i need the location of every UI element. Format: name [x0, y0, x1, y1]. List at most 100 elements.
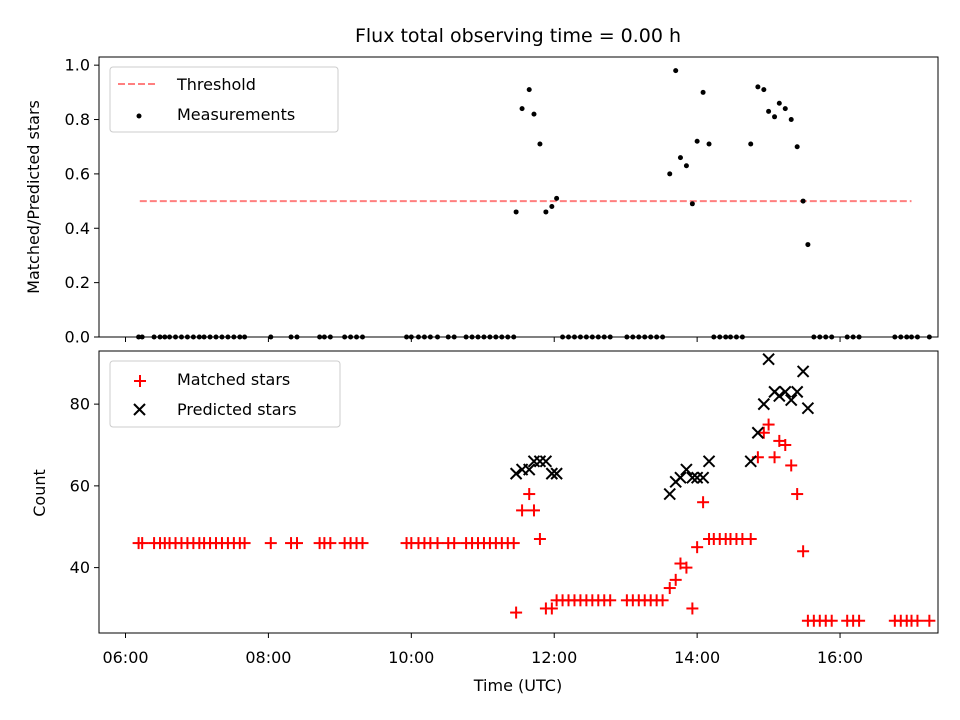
top-y-ticks: 0.0 0.2 0.4 0.6 0.8 1.0	[65, 56, 99, 347]
measurement-point	[543, 209, 549, 215]
measurement-point	[772, 114, 778, 120]
matched-star-point	[691, 541, 704, 554]
measurement-point	[761, 87, 767, 93]
top-y-tick-label: 0.6	[65, 164, 90, 183]
bottom-x-tick-label: 14:00	[674, 648, 720, 667]
legend-matched-label: Matched stars	[177, 370, 290, 389]
matched-star-point	[545, 602, 558, 615]
matched-star-point	[911, 614, 924, 627]
measurement-point	[766, 108, 772, 114]
matched-star-point	[779, 439, 792, 451]
matched-star-point	[523, 488, 536, 501]
predicted-star-point	[801, 402, 815, 415]
bottom-y-ticks: 40 60 80	[70, 395, 99, 577]
bottom-y-axis-label: Count	[30, 469, 49, 517]
matched-star-point	[507, 537, 520, 550]
bottom-y-tick-label: 80	[70, 395, 90, 414]
measurement-point	[755, 84, 761, 90]
bottom-x-tick-label: 06:00	[102, 648, 148, 667]
matched-star-point	[510, 606, 523, 619]
measurement-point	[689, 201, 695, 207]
bottom-x-ticks: 06:00 08:00 10:00 12:00 14:00 16:00	[102, 633, 863, 667]
legend-matched-swatch	[134, 375, 146, 387]
matched-star-point	[238, 537, 251, 550]
measurement-point	[537, 141, 543, 147]
measurement-point	[776, 100, 782, 106]
predicted-star-point	[751, 426, 765, 439]
measurement-point	[694, 138, 700, 144]
bottom-x-tick-label: 08:00	[245, 648, 291, 667]
matched-star-point	[923, 614, 936, 627]
x-axis-label: Time (UTC)	[473, 676, 562, 695]
matched-star-point	[136, 537, 149, 550]
predicted-star-point	[757, 397, 771, 411]
measurement-point	[549, 204, 555, 210]
matched-star-point	[604, 594, 617, 607]
matched-star-point	[825, 614, 838, 627]
predicted-star-point	[773, 389, 786, 403]
predicted-star-point	[790, 385, 804, 399]
measurement-point	[700, 89, 706, 95]
predicted-star-point	[744, 455, 757, 468]
matched-star-point	[785, 459, 798, 472]
legend-predicted-swatch	[133, 403, 146, 416]
top-legend-box	[109, 66, 339, 133]
matched-star-point	[757, 426, 770, 439]
predicted-star-point	[663, 487, 676, 501]
predicted-star-point	[796, 365, 810, 378]
top-y-tick-label: 0.8	[65, 110, 90, 129]
bottom-x-tick-label: 12:00	[531, 648, 577, 667]
matched-star-point	[669, 573, 682, 586]
top-y-tick-label: 1.0	[65, 56, 90, 75]
measurement-point	[519, 106, 525, 112]
measurement-point	[683, 163, 689, 169]
legend-threshold-label: Threshold	[176, 75, 256, 94]
top-y-tick-label: 0.2	[65, 273, 90, 292]
bottom-y-tick-label: 40	[70, 558, 90, 577]
predicted-star-point	[686, 471, 699, 484]
measurement-point	[794, 144, 800, 150]
matched-star-point	[768, 451, 781, 464]
measurement-point	[554, 195, 560, 201]
matched-star-point	[516, 504, 529, 517]
measurement-point	[748, 141, 754, 147]
measurement-point	[667, 171, 673, 177]
measurement-point	[513, 209, 519, 215]
measurement-point	[526, 87, 532, 93]
matched-star-point	[762, 418, 775, 431]
bottom-y-tick-label: 60	[70, 476, 90, 495]
predicted-star-point	[702, 455, 716, 468]
bottom-x-tick-label: 16:00	[817, 648, 863, 667]
matched-star-point	[264, 537, 277, 550]
top-y-tick-label: 0.0	[65, 328, 90, 347]
top-x-ticks	[125, 337, 841, 342]
predicted-star-point	[762, 352, 775, 366]
matched-star-point	[797, 545, 810, 558]
predicted-star-point	[674, 471, 687, 484]
predicted-star-point	[539, 455, 553, 468]
bottom-panel: 40 60 80 06:00 08:00 10:00 12:00 14:00 16:00 Co…	[30, 350, 939, 695]
bottom-marks	[132, 352, 936, 627]
bottom-x-tick-label: 10:00	[388, 648, 434, 667]
matched-star-point	[656, 594, 669, 607]
bottom-legend-box	[109, 360, 341, 428]
matched-star-point	[697, 496, 710, 509]
measurement-point	[673, 68, 679, 74]
measurement-point	[531, 111, 537, 117]
matched-star-point	[744, 533, 757, 545]
top-panel: 0.0 0.2 0.4 0.6 0.8 1.0 Matched/Predicted sta…	[24, 56, 939, 347]
chart-title: Flux total observing time = 0.00 h	[355, 25, 681, 47]
legend-predicted-label: Predicted stars	[177, 400, 297, 419]
predicted-star-point	[545, 467, 559, 480]
top-legend: Threshold Measurements	[109, 66, 339, 133]
predicted-star-point	[550, 467, 563, 480]
matched-star-point	[324, 537, 337, 550]
matched-star-point	[356, 537, 369, 550]
matched-star-point	[448, 537, 461, 550]
predicted-star-point	[785, 393, 798, 407]
matched-star-point	[527, 504, 540, 517]
matched-star-point	[290, 537, 303, 550]
predicted-star-point	[523, 463, 536, 476]
top-y-axis-label: Matched/Predicted stars	[24, 100, 43, 294]
